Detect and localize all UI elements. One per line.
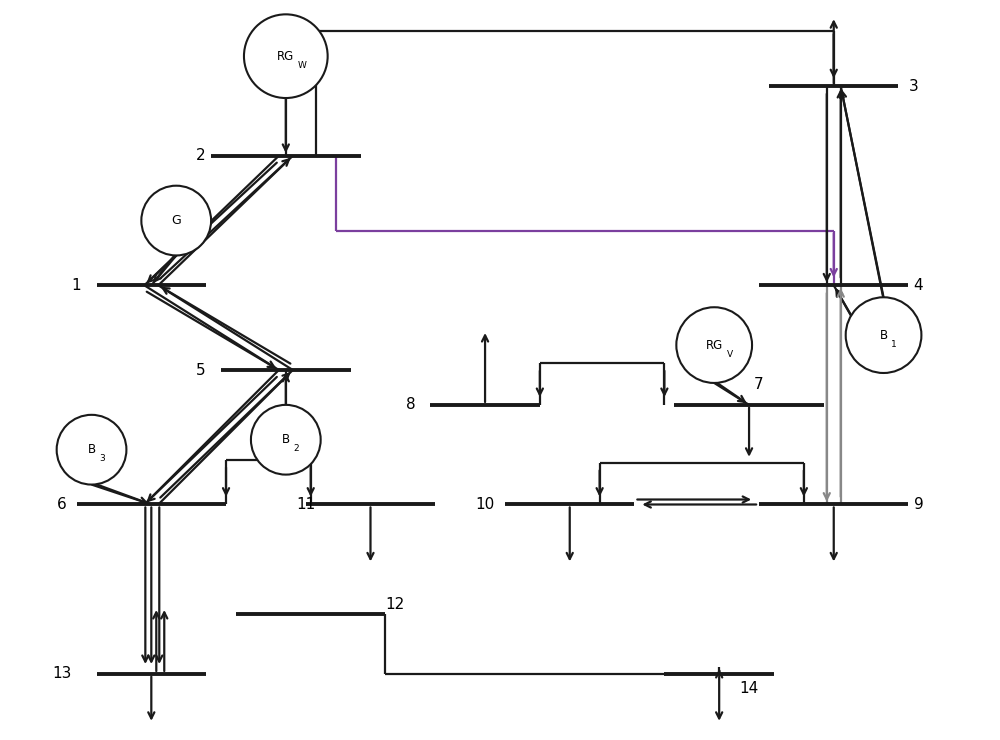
Text: 11: 11 xyxy=(296,497,315,512)
Circle shape xyxy=(57,415,126,485)
Text: B: B xyxy=(879,329,888,342)
Text: 2: 2 xyxy=(293,444,299,453)
Circle shape xyxy=(846,297,921,373)
Text: 3: 3 xyxy=(909,78,918,93)
Text: 14: 14 xyxy=(739,682,759,696)
Circle shape xyxy=(676,307,752,383)
Text: 12: 12 xyxy=(386,596,405,612)
Text: 9: 9 xyxy=(914,497,923,512)
Text: G: G xyxy=(171,214,181,227)
Text: 13: 13 xyxy=(52,666,71,682)
Text: 7: 7 xyxy=(754,377,764,392)
Text: RG: RG xyxy=(277,50,294,63)
Text: B: B xyxy=(87,443,96,456)
Text: 4: 4 xyxy=(914,278,923,293)
Text: 1: 1 xyxy=(72,278,81,293)
Text: 2: 2 xyxy=(196,148,206,164)
Text: 8: 8 xyxy=(406,397,415,412)
Text: 6: 6 xyxy=(57,497,67,512)
Text: W: W xyxy=(297,61,306,70)
Text: B: B xyxy=(282,433,290,446)
Text: RG: RG xyxy=(706,339,723,352)
Text: V: V xyxy=(727,349,733,359)
Text: 1: 1 xyxy=(891,340,897,349)
Text: 10: 10 xyxy=(475,497,495,512)
Circle shape xyxy=(244,14,328,98)
Circle shape xyxy=(141,186,211,255)
Text: 3: 3 xyxy=(99,454,105,463)
Circle shape xyxy=(251,405,321,474)
Text: 5: 5 xyxy=(196,363,206,377)
